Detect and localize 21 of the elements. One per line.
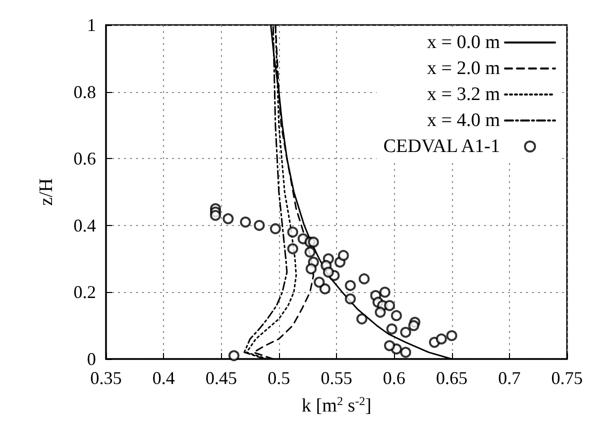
x-tick-label: 0.65 xyxy=(436,368,468,388)
y-tick-label: 0.6 xyxy=(74,148,96,169)
x-tick-label: 0.7 xyxy=(498,368,521,388)
y-tick-label: 0.2 xyxy=(74,282,96,302)
legend-label: x = 4.0 m xyxy=(427,110,500,131)
y-tick-label: 0.4 xyxy=(74,215,96,236)
y-tick-label: 0.8 xyxy=(74,82,96,102)
y-axis-title: z/H xyxy=(36,178,57,206)
x-tick-label: 0.4 xyxy=(152,368,175,388)
x-tick-label: 0.55 xyxy=(320,368,352,388)
x-tick-label: 0.35 xyxy=(90,368,122,388)
legend-label: x = 0.0 m xyxy=(427,32,500,53)
x-tick-label: 0.75 xyxy=(551,368,583,388)
x-tick-label: 0.5 xyxy=(268,368,290,388)
x-tick-label: 0.6 xyxy=(382,368,406,388)
y-tick-label: 0 xyxy=(87,349,96,369)
x-tick-label: 0.45 xyxy=(206,368,237,388)
legend-label: CEDVAL A1-1 xyxy=(383,136,500,157)
y-tick-label: 1 xyxy=(87,15,96,35)
legend-label: x = 3.2 m xyxy=(427,84,500,105)
legend-label: x = 2.0 m xyxy=(427,58,500,79)
